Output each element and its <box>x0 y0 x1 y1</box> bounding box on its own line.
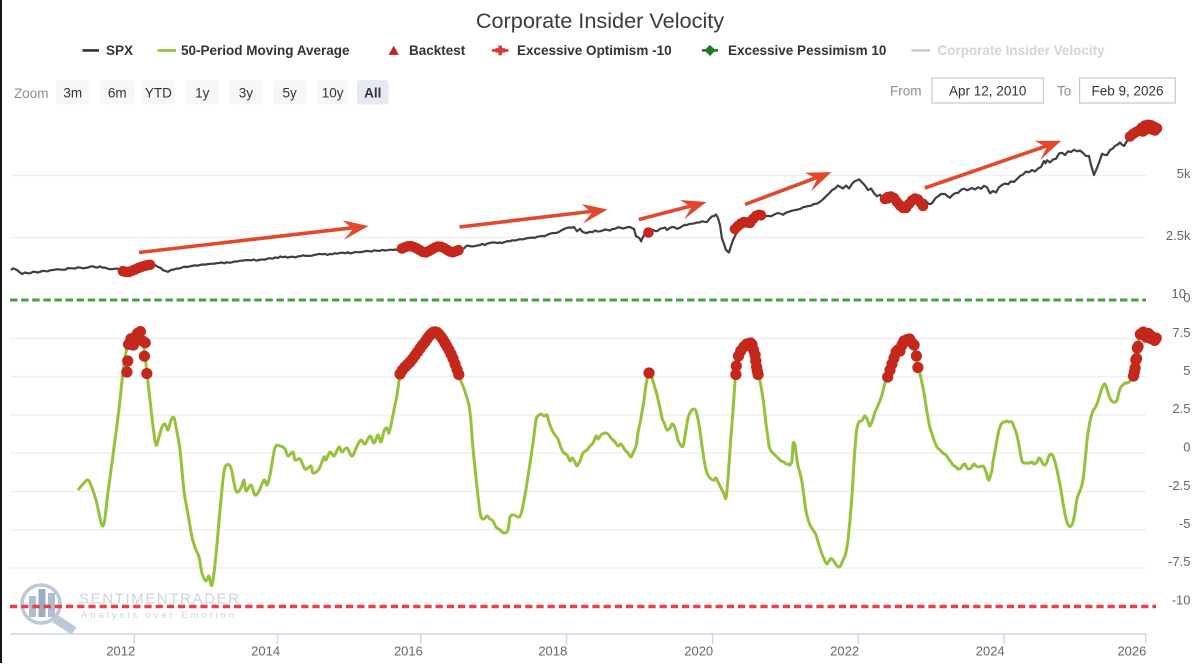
svg-text:10y: 10y <box>322 86 344 101</box>
svg-text:3y: 3y <box>239 86 254 101</box>
svg-text:-5: -5 <box>1179 516 1191 531</box>
svg-text:2014: 2014 <box>251 644 280 659</box>
svg-text:To: To <box>1057 84 1071 99</box>
svg-text:5: 5 <box>1183 363 1190 378</box>
svg-text:6m: 6m <box>108 86 127 101</box>
svg-text:All: All <box>364 86 381 101</box>
svg-text:SENTIMENTRADER: SENTIMENTRADER <box>79 591 241 608</box>
svg-text:Analysis over Emotion: Analysis over Emotion <box>81 610 237 621</box>
svg-text:Excessive Optimism -10: Excessive Optimism -10 <box>517 43 672 58</box>
svg-text:Feb 9, 2026: Feb 9, 2026 <box>1091 84 1163 99</box>
svg-text:50-Period Moving Average: 50-Period Moving Average <box>181 43 350 58</box>
svg-text:Apr 12, 2010: Apr 12, 2010 <box>949 84 1026 99</box>
svg-text:2016: 2016 <box>394 644 423 659</box>
svg-text:Corporate Insider Velocity: Corporate Insider Velocity <box>937 43 1105 58</box>
svg-text:Zoom: Zoom <box>14 86 49 101</box>
svg-text:-10: -10 <box>1172 593 1191 608</box>
svg-text:-2.5: -2.5 <box>1168 478 1190 493</box>
svg-text:0: 0 <box>1183 440 1190 455</box>
svg-text:7.5: 7.5 <box>1172 325 1190 340</box>
svg-text:2.5: 2.5 <box>1172 401 1190 416</box>
svg-text:2.5k: 2.5k <box>1166 228 1191 243</box>
svg-text:From: From <box>890 84 922 99</box>
svg-text:1y: 1y <box>195 86 210 101</box>
svg-text:2020: 2020 <box>684 644 713 659</box>
svg-text:Backtest: Backtest <box>409 43 466 58</box>
svg-text:2012: 2012 <box>106 644 135 659</box>
svg-text:2026: 2026 <box>1117 644 1146 659</box>
svg-text:3m: 3m <box>63 86 82 101</box>
svg-text:SPX: SPX <box>106 43 133 58</box>
svg-text:5k: 5k <box>1177 166 1191 181</box>
svg-text:2022: 2022 <box>830 644 859 659</box>
svg-text:YTD: YTD <box>145 86 172 101</box>
svg-text:10: 10 <box>1172 286 1186 301</box>
svg-text:Corporate Insider Velocity: Corporate Insider Velocity <box>476 8 724 33</box>
svg-text:Excessive Pessimism 10: Excessive Pessimism 10 <box>728 43 886 58</box>
svg-text:0: 0 <box>1183 290 1190 305</box>
svg-text:2024: 2024 <box>976 644 1005 659</box>
svg-text:2018: 2018 <box>538 644 567 659</box>
svg-text:5y: 5y <box>282 86 297 101</box>
svg-text:-7.5: -7.5 <box>1168 554 1190 569</box>
